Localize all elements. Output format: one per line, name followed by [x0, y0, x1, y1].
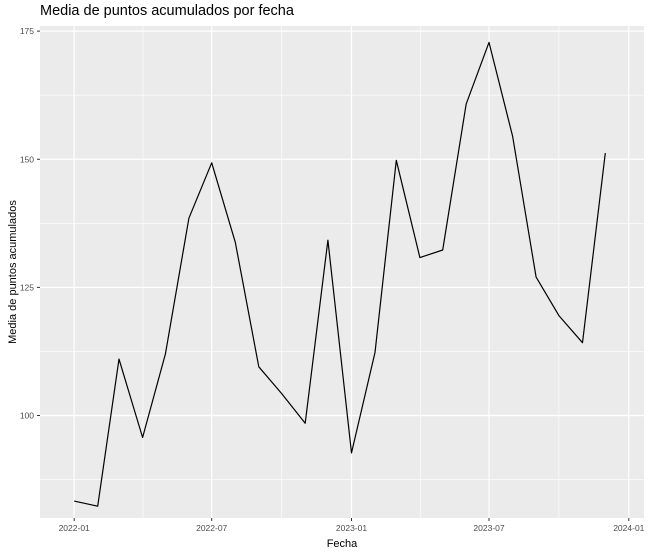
x-tick-label: 2022-01: [59, 523, 90, 533]
y-tick-label: 150: [20, 154, 34, 164]
y-tick-label: 100: [20, 411, 34, 421]
x-tick-label: 2023-01: [336, 523, 367, 533]
plot-panel: [40, 26, 644, 518]
x-tick-label: 2024-01: [613, 523, 644, 533]
y-tick-label: 175: [20, 26, 34, 36]
series-line: [74, 41, 606, 507]
x-tick-label: 2022-07: [196, 523, 227, 533]
y-tick-label: 125: [20, 282, 34, 292]
x-tick-label: 2023-07: [473, 523, 504, 533]
x-axis-label: Fecha: [326, 538, 358, 550]
y-axis-label: Media de puntos acumulados: [7, 200, 19, 344]
chart-title: Media de puntos acumulados por fecha: [40, 3, 294, 19]
